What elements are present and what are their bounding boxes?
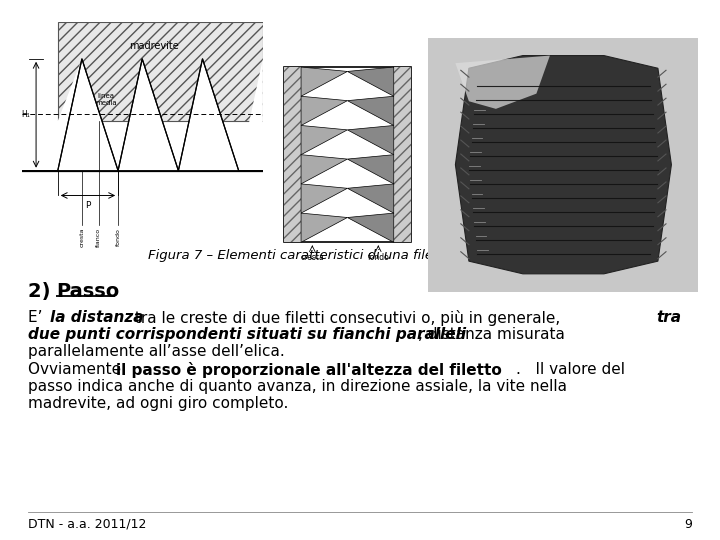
Polygon shape xyxy=(347,184,394,213)
Polygon shape xyxy=(301,213,347,242)
Polygon shape xyxy=(347,67,394,96)
Text: DTN - a.a. 2011/12: DTN - a.a. 2011/12 xyxy=(28,517,146,530)
Polygon shape xyxy=(347,125,394,154)
Text: fianco: fianco xyxy=(96,228,102,247)
Text: la distanza: la distanza xyxy=(50,310,143,325)
Text: cresta: cresta xyxy=(79,228,84,247)
Polygon shape xyxy=(301,154,347,184)
Text: fondo: fondo xyxy=(367,253,390,262)
Polygon shape xyxy=(179,59,239,171)
Text: Ovviamente: Ovviamente xyxy=(28,362,126,377)
Polygon shape xyxy=(301,67,347,96)
Bar xyxy=(284,67,301,242)
Text: tra: tra xyxy=(656,310,681,325)
Text: Figura 7 – Elementi caratteristici di una filettatura: la madrevite: Figura 7 – Elementi caratteristici di un… xyxy=(148,248,572,261)
Polygon shape xyxy=(22,59,82,171)
Bar xyxy=(58,22,263,121)
Text: il passo è proporzionale all'altezza del filetto: il passo è proporzionale all'altezza del… xyxy=(116,362,502,378)
Text: tra le creste di due filetti consecutivi o, più in generale,: tra le creste di due filetti consecutivi… xyxy=(130,310,565,326)
Polygon shape xyxy=(347,213,394,242)
Text: P: P xyxy=(85,201,91,210)
Text: 9: 9 xyxy=(684,517,692,530)
Text: fondo: fondo xyxy=(116,228,120,246)
Polygon shape xyxy=(347,96,394,125)
Bar xyxy=(284,67,410,242)
Text: parallelamente all’asse dell’elica.: parallelamente all’asse dell’elica. xyxy=(28,344,284,359)
Text: madrevite: madrevite xyxy=(130,42,179,51)
Polygon shape xyxy=(455,56,550,109)
Text: cresta: cresta xyxy=(300,253,324,262)
Text: due punti corrispondenti situati su fianchi paralleli: due punti corrispondenti situati su fian… xyxy=(28,327,466,342)
Polygon shape xyxy=(58,59,118,171)
Text: Passo: Passo xyxy=(56,282,120,301)
Text: E’: E’ xyxy=(28,310,48,325)
Polygon shape xyxy=(347,154,394,184)
Polygon shape xyxy=(301,125,347,154)
Text: 2): 2) xyxy=(28,282,58,301)
Polygon shape xyxy=(301,184,347,213)
Polygon shape xyxy=(455,56,671,274)
Polygon shape xyxy=(301,96,347,125)
Text: , distanza misurata: , distanza misurata xyxy=(418,327,565,342)
Text: madrevite, ad ogni giro completo.: madrevite, ad ogni giro completo. xyxy=(28,396,289,411)
Text: passo indica anche di quanto avanza, in direzione assiale, la vite nella: passo indica anche di quanto avanza, in … xyxy=(28,379,567,394)
Polygon shape xyxy=(239,59,263,171)
Bar xyxy=(394,67,410,242)
Text: .   Il valore del: . Il valore del xyxy=(516,362,625,377)
Text: H₁: H₁ xyxy=(21,110,30,119)
Text: linea
media: linea media xyxy=(95,93,117,106)
Polygon shape xyxy=(118,59,179,171)
